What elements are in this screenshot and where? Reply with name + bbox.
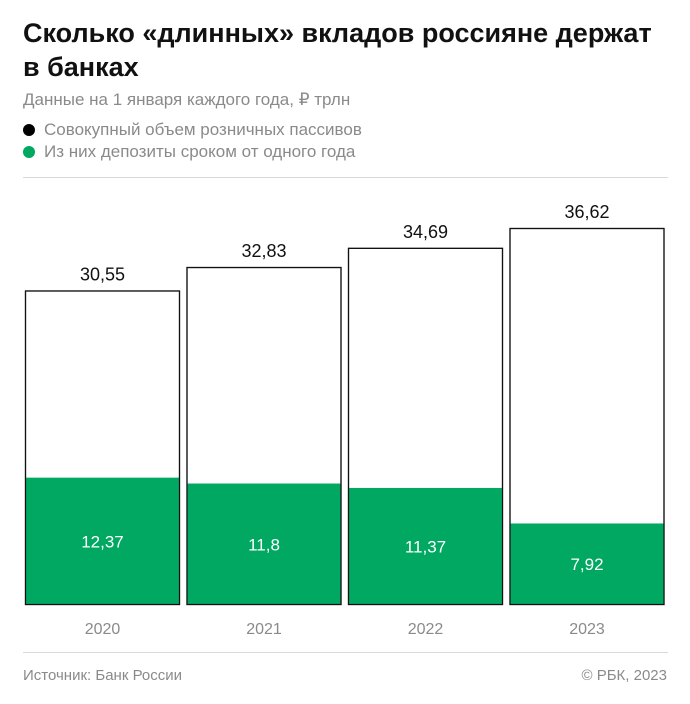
bottom-divider	[23, 652, 668, 653]
x-tick-label-2020: 2020	[85, 621, 121, 638]
bar-total-outline-2023	[509, 227, 665, 606]
x-tick-label-2023: 2023	[569, 621, 605, 638]
chart-subtitle: Данные на 1 января каждого года, ₽ трлн	[23, 90, 351, 109]
legend-item-total: Совокупный объем розничных пассивов	[23, 119, 362, 141]
bar-chart: 30,55 12,37 2020 32,83 11,8 2021 34,69 11,37 202…	[24, 202, 665, 638]
legend: Совокупный объем розничных пассивов Из н…	[23, 119, 362, 163]
data-label-total-2023: 36,62	[564, 202, 609, 222]
bar-total-outline-2021	[186, 266, 342, 606]
data-label-total-2022: 34,69	[403, 222, 448, 242]
legend-item-long-deposits: Из них депозиты сроком от одного года	[23, 141, 362, 163]
data-label-total-2020: 30,55	[80, 264, 125, 284]
bar-long-deposits-2023	[509, 523, 665, 605]
legend-marker-total	[23, 124, 35, 136]
data-label-long-deposits-2020: 12,37	[81, 532, 124, 551]
bar-long-deposits-2022	[348, 487, 503, 605]
data-label-total-2021: 32,83	[241, 241, 286, 261]
chart-title: Сколько «длинных» вкладов россияне держа…	[23, 18, 652, 82]
data-label-long-deposits-2022: 11,37	[405, 537, 446, 556]
legend-label-long-deposits: Из них депозиты сроком от одного года	[44, 142, 356, 161]
legend-label-total: Совокупный объем розничных пассивов	[44, 120, 362, 139]
x-tick-label-2022: 2022	[408, 621, 444, 638]
legend-marker-long-deposits	[23, 146, 35, 158]
bar-total-outline-2022	[347, 247, 504, 606]
bar-total-outline-2020	[24, 290, 181, 606]
top-divider	[23, 177, 668, 178]
source-note: Источник: Банк России	[23, 667, 183, 684]
bar-long-deposits-2020	[25, 477, 180, 605]
copyright-note: © РБК, 2023	[581, 667, 667, 684]
x-tick-label-2021: 2021	[246, 621, 282, 638]
data-label-long-deposits-2021: 11,8	[248, 535, 280, 554]
bar-long-deposits-2021	[186, 483, 342, 605]
data-label-long-deposits-2023: 7,92	[570, 555, 603, 574]
